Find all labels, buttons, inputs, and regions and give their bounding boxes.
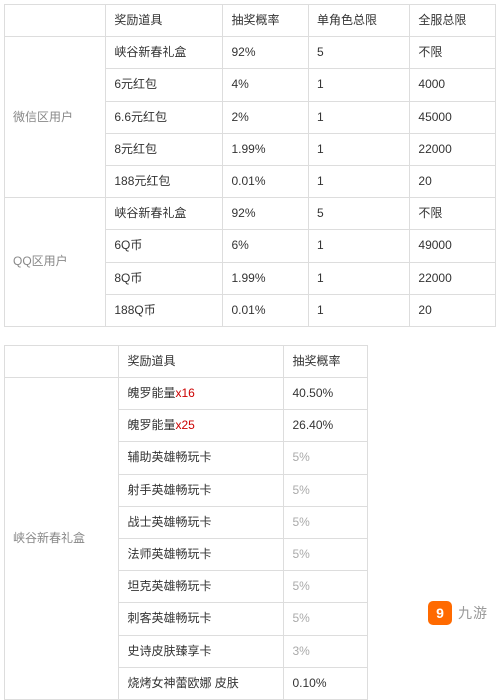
cell-rate: 1.99%	[223, 262, 309, 294]
cell-rate: 3%	[284, 635, 368, 667]
cell-item: 战士英雄畅玩卡	[119, 506, 284, 538]
col-header: 抽奖概率	[223, 5, 309, 37]
corner-cell	[5, 345, 119, 377]
rowgroup-label: QQ区用户	[5, 198, 106, 327]
cell-item: 8元红包	[106, 133, 223, 165]
watermark-logo-icon: 9	[428, 601, 452, 625]
cell-char-limit: 1	[309, 294, 410, 326]
cell-char-limit: 1	[309, 230, 410, 262]
cell-char-limit: 5	[309, 37, 410, 69]
cell-rate: 0.10%	[284, 667, 368, 699]
spacer	[4, 327, 496, 345]
col-header: 抽奖概率	[284, 345, 368, 377]
cell-server-limit: 45000	[410, 101, 496, 133]
cell-server-limit: 4000	[410, 69, 496, 101]
table-row: 微信区用户 峡谷新春礼盒 92% 5 不限	[5, 37, 496, 69]
cell-server-limit: 不限	[410, 37, 496, 69]
item-name: 魄罗能量	[127, 418, 175, 432]
col-header: 奖励道具	[119, 345, 284, 377]
item-qty: x25	[175, 418, 194, 432]
table-row: 峡谷新春礼盒魄罗能量x1640.50%	[5, 378, 368, 410]
cell-item: 射手英雄畅玩卡	[119, 474, 284, 506]
col-header: 单角色总限	[309, 5, 410, 37]
cell-item: 6元红包	[106, 69, 223, 101]
cell-item: 烧烤女神蕾欧娜 皮肤	[119, 667, 284, 699]
cell-item: 辅助英雄畅玩卡	[119, 442, 284, 474]
cell-rate: 1.99%	[223, 133, 309, 165]
cell-server-limit: 22000	[410, 133, 496, 165]
table-giftbox-rates: 奖励道具 抽奖概率 峡谷新春礼盒魄罗能量x1640.50%魄罗能量x2526.4…	[4, 345, 368, 700]
cell-item: 峡谷新春礼盒	[106, 198, 223, 230]
cell-rate: 92%	[223, 198, 309, 230]
cell-rate: 5%	[284, 506, 368, 538]
cell-item: 6Q币	[106, 230, 223, 262]
cell-server-limit: 不限	[410, 198, 496, 230]
cell-item: 魄罗能量x16	[119, 378, 284, 410]
cell-item: 史诗皮肤臻享卡	[119, 635, 284, 667]
cell-server-limit: 49000	[410, 230, 496, 262]
table-header-row: 奖励道具 抽奖概率 单角色总限 全服总限	[5, 5, 496, 37]
cell-char-limit: 1	[309, 262, 410, 294]
cell-rate: 40.50%	[284, 378, 368, 410]
cell-rate: 92%	[223, 37, 309, 69]
watermark-text: 九游	[458, 603, 488, 623]
rowgroup-label: 微信区用户	[5, 37, 106, 198]
table-region-limits: 奖励道具 抽奖概率 单角色总限 全服总限 微信区用户 峡谷新春礼盒 92% 5 …	[4, 4, 496, 327]
cell-rate: 5%	[284, 474, 368, 506]
cell-rate: 0.01%	[223, 165, 309, 197]
cell-item: 坦克英雄畅玩卡	[119, 571, 284, 603]
cell-server-limit: 20	[410, 165, 496, 197]
rowgroup-label: 峡谷新春礼盒	[5, 378, 119, 700]
item-name: 魄罗能量	[127, 386, 175, 400]
cell-item: 6.6元红包	[106, 101, 223, 133]
col-header: 全服总限	[410, 5, 496, 37]
cell-server-limit: 20	[410, 294, 496, 326]
cell-rate: 5%	[284, 571, 368, 603]
cell-rate: 5%	[284, 442, 368, 474]
cell-item: 法师英雄畅玩卡	[119, 539, 284, 571]
item-qty: x16	[175, 386, 194, 400]
cell-item: 188元红包	[106, 165, 223, 197]
cell-item: 188Q币	[106, 294, 223, 326]
table-header-row: 奖励道具 抽奖概率	[5, 345, 368, 377]
cell-char-limit: 1	[309, 165, 410, 197]
cell-rate: 5%	[284, 539, 368, 571]
cell-server-limit: 22000	[410, 262, 496, 294]
cell-rate: 26.40%	[284, 410, 368, 442]
cell-rate: 4%	[223, 69, 309, 101]
cell-item: 刺客英雄畅玩卡	[119, 603, 284, 635]
table-row: QQ区用户 峡谷新春礼盒 92% 5 不限	[5, 198, 496, 230]
col-header: 奖励道具	[106, 5, 223, 37]
cell-rate: 2%	[223, 101, 309, 133]
cell-item: 峡谷新春礼盒	[106, 37, 223, 69]
watermark: 9 九游	[428, 601, 488, 625]
cell-item: 魄罗能量x25	[119, 410, 284, 442]
cell-char-limit: 1	[309, 101, 410, 133]
cell-rate: 6%	[223, 230, 309, 262]
cell-char-limit: 1	[309, 69, 410, 101]
cell-item: 8Q币	[106, 262, 223, 294]
corner-cell	[5, 5, 106, 37]
cell-char-limit: 5	[309, 198, 410, 230]
cell-char-limit: 1	[309, 133, 410, 165]
cell-rate: 0.01%	[223, 294, 309, 326]
cell-rate: 5%	[284, 603, 368, 635]
